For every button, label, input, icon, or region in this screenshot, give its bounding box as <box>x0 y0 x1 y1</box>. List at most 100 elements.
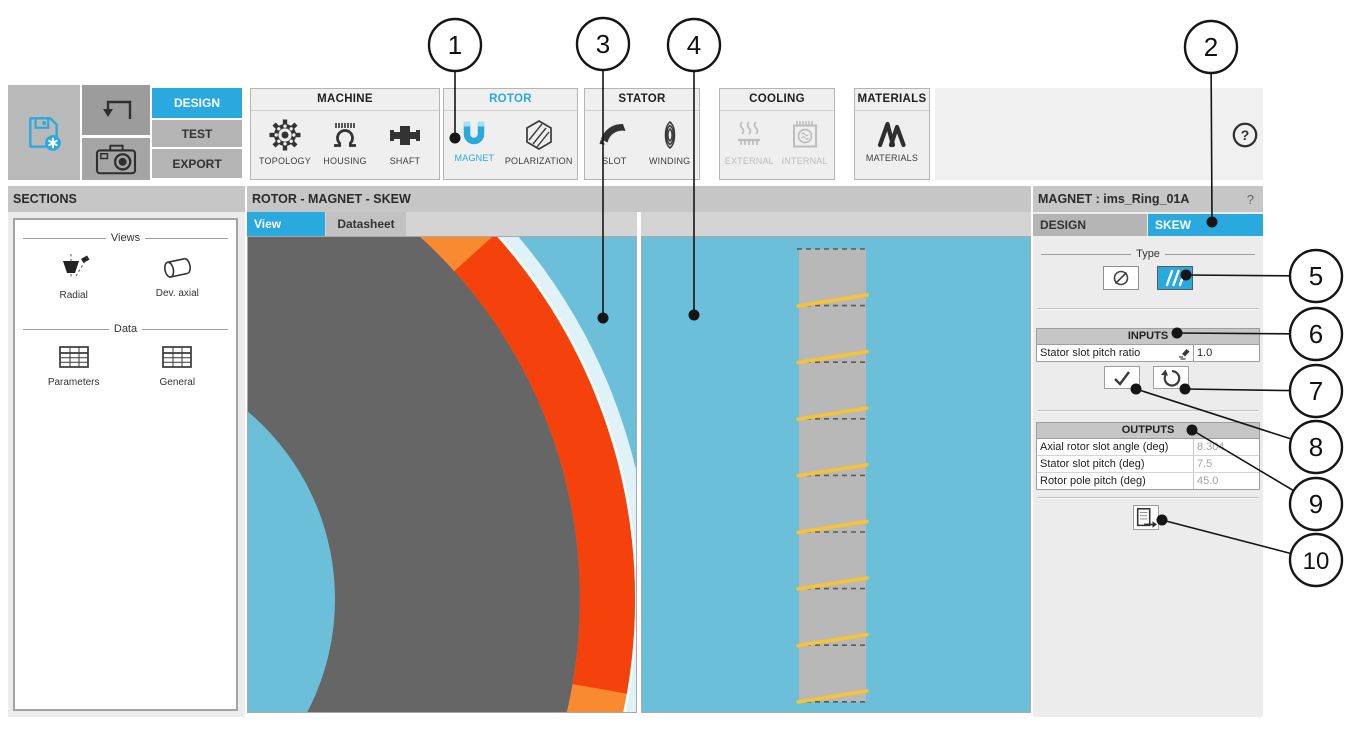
toolbar-group-stator: STATOR SLOT WINDING <box>584 88 700 180</box>
output-label: Rotor pole pitch (deg) <box>1040 475 1146 487</box>
svg-text:1: 1 <box>448 30 462 60</box>
radial-view-icon <box>62 254 90 279</box>
toolbar-item-polarization[interactable]: POLARIZATION <box>505 118 573 166</box>
slot-icon <box>599 123 626 145</box>
panel-tab-design[interactable]: DESIGN <box>1033 214 1147 236</box>
toolbar-item-label: HOUSING <box>323 156 367 166</box>
view-item-dev-axial[interactable]: Dev. axial <box>132 252 222 301</box>
tab-datasheet[interactable]: Datasheet <box>326 212 406 236</box>
group-title-cooling: COOLING <box>720 89 834 111</box>
external-cooling-icon <box>738 121 761 145</box>
gear-icon <box>269 119 301 151</box>
mode-tab-design[interactable]: DESIGN <box>152 88 242 118</box>
toolbar-item-label: TOPOLOGY <box>259 156 311 166</box>
toolbar-item-winding[interactable]: WINDING <box>644 118 696 166</box>
radial-view-canvas[interactable] <box>247 236 637 713</box>
toolbar-item-label: MAGNET <box>454 153 495 163</box>
magnet-properties-panel: DESIGN SKEW Type INPUTS Stator slot pitc <box>1033 212 1263 717</box>
toolbar-empty-area <box>935 88 1263 180</box>
reset-button[interactable] <box>1153 366 1189 389</box>
group-title-stator: STATOR <box>585 89 699 111</box>
export-report-button[interactable] <box>1133 505 1159 530</box>
svg-text:?: ? <box>1241 127 1250 143</box>
view-item-label: Radial <box>59 290 88 301</box>
group-title-machine: MACHINE <box>251 89 439 111</box>
panel-tab-skew[interactable]: SKEW <box>1148 214 1263 236</box>
toolbar-item-label: EXTERNAL <box>724 156 774 166</box>
toolbar-item-housing[interactable]: HOUSING <box>319 118 371 166</box>
view-tab-strip: View Datasheet <box>247 212 1031 236</box>
toolbar-item-slot[interactable]: SLOT <box>588 118 640 166</box>
empty-set-icon <box>1113 270 1129 286</box>
save-button[interactable] <box>8 85 80 180</box>
toolbar-group-machine: MACHINE <box>250 88 440 180</box>
divider <box>1037 497 1259 499</box>
svg-text:10: 10 <box>1303 548 1330 575</box>
toolbar-group-cooling: COOLING EXTERNAL <box>719 88 835 180</box>
divider <box>1037 410 1259 412</box>
data-item-label: General <box>159 377 196 388</box>
magnet-icon <box>464 121 485 145</box>
output-label: Axial rotor slot angle (deg) <box>1040 441 1169 453</box>
output-row-stator-slot-pitch: Stator slot pitch (deg) 7.5 <box>1037 455 1259 472</box>
toolbar-item-cooling-external: EXTERNAL <box>723 118 775 166</box>
circled-question-icon: ? <box>1232 122 1258 148</box>
dev-axial-view-icon <box>164 257 192 278</box>
properties-panel-header: MAGNET : ims_Ring_01A ? <box>1033 186 1263 212</box>
toolbar-item-shaft[interactable]: SHAFT <box>379 118 431 166</box>
mode-tab-test[interactable]: TEST <box>152 120 242 147</box>
top-toolbar: DESIGN TEST EXPORT MACHINE <box>8 85 1263 180</box>
undo-button[interactable] <box>82 85 150 135</box>
data-item-general[interactable]: General <box>132 343 222 388</box>
main-view-title: ROTOR - MAGNET - SKEW <box>252 192 411 206</box>
sections-box: Views Radial <box>13 218 238 711</box>
dev-axial-view-canvas[interactable] <box>641 236 1031 713</box>
eraser-icon[interactable] <box>1177 346 1191 360</box>
group-title-rotor: ROTOR <box>444 89 577 111</box>
toolbar-item-label: SLOT <box>602 156 627 166</box>
group-title-materials: MATERIALS <box>855 89 929 111</box>
toolbar-item-label: SHAFT <box>389 156 421 166</box>
svg-text:9: 9 <box>1309 489 1323 519</box>
apply-button[interactable] <box>1104 366 1140 389</box>
internal-cooling-icon <box>792 121 817 148</box>
views-group-label: Views <box>15 232 236 244</box>
toolbar-item-topology[interactable]: TOPOLOGY <box>259 118 311 166</box>
output-row-axial-rotor-slot-angle: Axial rotor slot angle (deg) 8.304 <box>1037 439 1259 455</box>
general-table-icon <box>162 346 193 368</box>
svg-text:3: 3 <box>596 29 610 59</box>
check-icon <box>1114 370 1130 386</box>
output-label: Stator slot pitch (deg) <box>1040 458 1145 470</box>
inputs-table: INPUTS Stator slot pitch ratio 1.0 <box>1036 328 1260 362</box>
axial-skew-diagram <box>642 237 1030 712</box>
parameters-table-icon <box>58 346 89 368</box>
help-button[interactable]: ? <box>1231 121 1259 149</box>
input-value-field[interactable]: 1.0 <box>1193 345 1259 361</box>
divider <box>1037 308 1259 310</box>
data-group-text: Data <box>113 323 138 335</box>
views-group-text: Views <box>110 232 141 244</box>
data-item-label: Parameters <box>47 377 100 388</box>
tab-view[interactable]: View <box>247 212 325 236</box>
output-value: 8.304 <box>1193 439 1259 455</box>
circular-arrow-icon <box>1161 369 1181 387</box>
screenshot-button[interactable] <box>82 138 150 180</box>
inputs-table-title: INPUTS <box>1037 329 1259 345</box>
toolbar-item-magnet[interactable]: MAGNET <box>448 118 500 163</box>
materials-icon <box>877 121 906 148</box>
skew-type-none-button[interactable] <box>1103 266 1139 290</box>
mode-tab-export[interactable]: EXPORT <box>152 149 242 178</box>
pane-divider <box>637 212 641 236</box>
output-value: 45.0 <box>1193 473 1259 489</box>
svg-text:6: 6 <box>1309 319 1323 349</box>
skew-type-linear-button[interactable] <box>1157 266 1193 290</box>
toolbar-item-label: POLARIZATION <box>504 156 573 166</box>
winding-icon <box>664 121 675 149</box>
panel-help-icon[interactable]: ? <box>1246 191 1254 207</box>
sections-panel: Views Radial <box>8 212 245 717</box>
toolbar-item-materials[interactable]: MATERIALS <box>866 118 918 163</box>
floppy-disk-icon <box>29 116 61 151</box>
output-row-rotor-pole-pitch: Rotor pole pitch (deg) 45.0 <box>1037 472 1259 489</box>
data-item-parameters[interactable]: Parameters <box>29 343 119 388</box>
view-item-radial[interactable]: Radial <box>29 252 119 301</box>
